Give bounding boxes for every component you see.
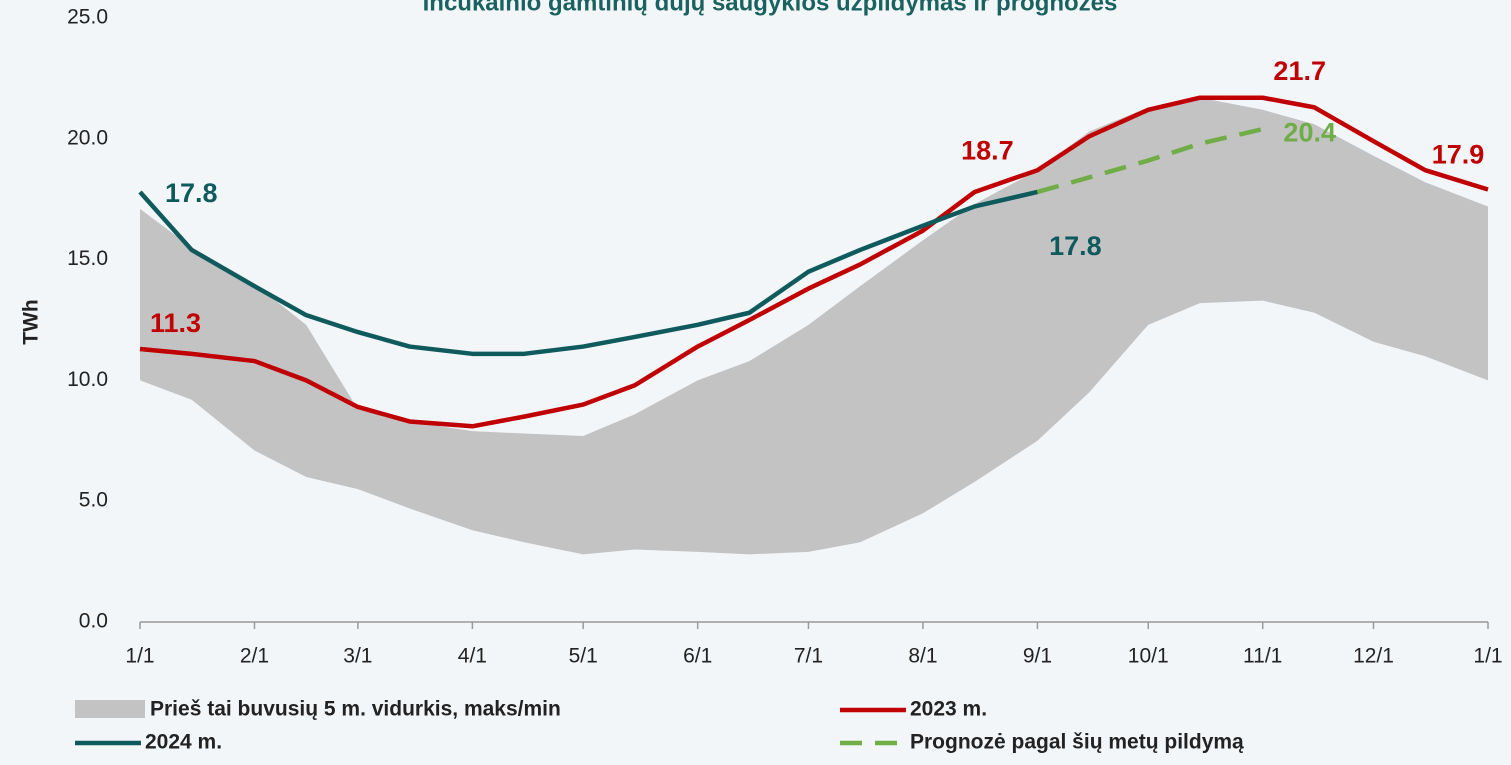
y-tick-label: 25.0 [67, 6, 108, 29]
legend-label: Prieš tai buvusių 5 m. vidurkis, maks/mi… [150, 698, 561, 721]
x-tick-label: 4/1 [458, 645, 487, 668]
y-tick-label: 5.0 [79, 489, 108, 512]
range-band [140, 97, 1488, 555]
x-tick-label: 9/1 [1023, 645, 1052, 668]
series-line [1036, 126, 1264, 195]
x-tick-label: 3/1 [343, 645, 372, 668]
legend-swatch [75, 700, 145, 718]
x-tick-label: 1/1 [1473, 645, 1502, 668]
legend-label: Prognozė pagal šių metų pildymą [910, 731, 1244, 754]
data-label: 18.7 [961, 135, 1014, 165]
y-tick-label: 0.0 [79, 610, 108, 633]
y-tick-label: 10.0 [67, 368, 108, 391]
y-tick-label: 20.0 [67, 126, 108, 149]
x-tick-label: 11/1 [1243, 645, 1282, 668]
data-label: 17.8 [165, 178, 218, 208]
x-tick-label: 10/1 [1128, 645, 1169, 668]
x-tick-label: 8/1 [908, 645, 937, 668]
data-label: 11.3 [150, 308, 201, 338]
data-label: 17.8 [1049, 231, 1102, 261]
data-label: 21.7 [1273, 56, 1326, 86]
legend-label: 2024 m. [145, 731, 222, 754]
x-tick-label: 5/1 [569, 645, 598, 668]
y-tick-label: 15.0 [67, 247, 108, 270]
series-line [138, 189, 1038, 357]
legend-label: 2023 m. [910, 698, 987, 721]
x-tick-label: 12/1 [1353, 645, 1394, 668]
x-tick-label: 2/1 [240, 645, 269, 668]
data-label: 20.4 [1283, 117, 1336, 147]
x-tick-label: 6/1 [683, 645, 712, 668]
chart-title: Inčukalnio gamtinių dujų saugyklos užpil… [423, 0, 1118, 16]
series-line [139, 95, 1489, 429]
x-tick-label: 7/1 [794, 645, 823, 668]
y-axis-label: TWh [20, 299, 43, 344]
x-tick-label: 1/1 [125, 645, 154, 668]
data-label: 17.9 [1432, 140, 1485, 170]
